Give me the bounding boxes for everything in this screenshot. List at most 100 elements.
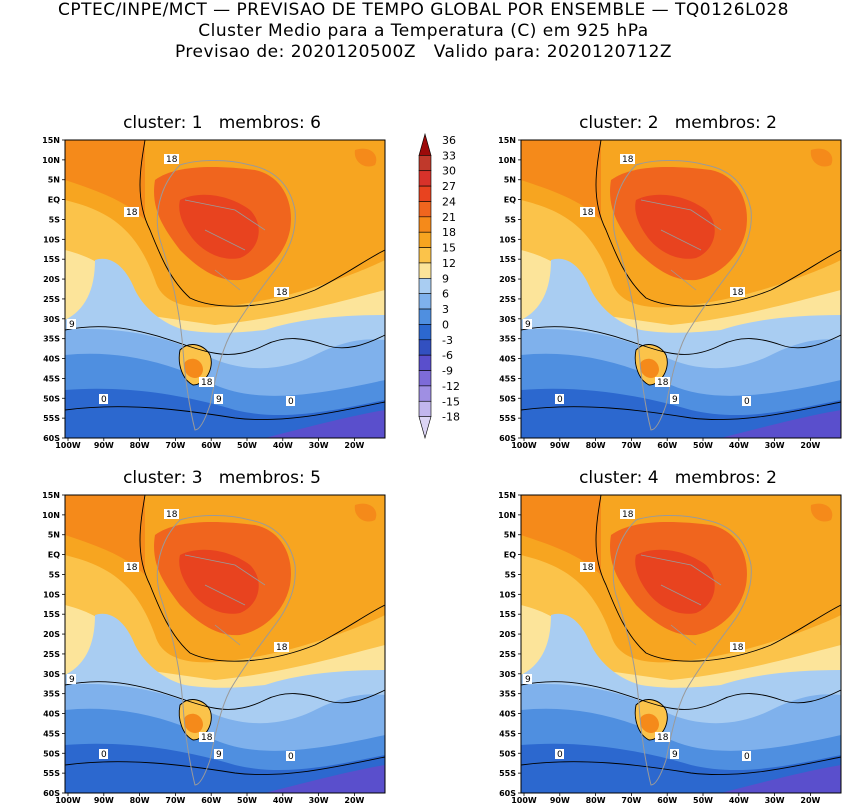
- contour-label: 9: [523, 319, 532, 330]
- lat-tick-label: 60S: [499, 434, 516, 443]
- colorbar-tick-label: 24: [442, 195, 456, 208]
- lat-tick-label: 15S: [43, 610, 60, 619]
- colorbar-tick-label: -12: [442, 380, 460, 393]
- lon-tick-label: 40W: [273, 796, 293, 803]
- coastline: [612, 159, 752, 431]
- colorbar-swatch: [418, 231, 432, 248]
- contour-18: [139, 495, 385, 662]
- panel-title-3: cluster: 3 membros: 5: [123, 468, 321, 488]
- contour-label: 9: [67, 674, 76, 685]
- lat-tick-label: 40S: [499, 355, 516, 364]
- svg-text:18: 18: [622, 155, 634, 165]
- contour-label: 0: [286, 751, 295, 762]
- lat-tick-label: 5S: [49, 215, 61, 224]
- colorbar-swatch: [418, 370, 432, 387]
- lat-tick-label: 25S: [43, 295, 60, 304]
- lon-tick-label: 20W: [800, 441, 820, 450]
- contour-label: 9: [67, 319, 76, 330]
- svg-text:18: 18: [276, 288, 288, 298]
- lon-tick-label: 80W: [586, 441, 606, 450]
- country-borders: [640, 554, 722, 646]
- lat-tick-label: 45S: [43, 729, 60, 738]
- svg-text:18: 18: [201, 378, 213, 388]
- lat-tick-label: 5N: [48, 531, 60, 540]
- field-band: [810, 503, 833, 522]
- colorbar-tick-label: 33: [442, 149, 456, 162]
- colorbar-tick-label: -9: [442, 365, 453, 378]
- lon-tick-label: 90W: [550, 441, 570, 450]
- contour-label: 9: [214, 749, 223, 760]
- contour-9: [65, 326, 385, 355]
- plot-frame: [520, 139, 842, 439]
- svg-text:18: 18: [276, 643, 288, 653]
- lat-tick-label: 15N: [498, 136, 516, 145]
- lon-tick-label: 50W: [693, 441, 713, 450]
- lat-tick-label: 15S: [499, 610, 516, 619]
- contour-label: 0: [99, 394, 108, 405]
- field-band: [640, 713, 659, 733]
- svg-text:18: 18: [622, 510, 634, 520]
- colorbar-tick-label: 36: [442, 134, 456, 147]
- svg-text:18: 18: [657, 733, 669, 743]
- lat-tick-label: 45S: [499, 374, 516, 383]
- svg-text:18: 18: [582, 563, 594, 573]
- contour-label: 18: [164, 154, 179, 165]
- field-band: [265, 765, 385, 793]
- colorbar-swatch: [418, 247, 432, 264]
- country-borders: [184, 554, 266, 646]
- colorbar-swatch: [418, 293, 432, 310]
- contour-9: [521, 326, 841, 355]
- panel-title-1: cluster: 1 membros: 6: [123, 113, 321, 133]
- lat-tick-label: 55S: [499, 769, 516, 778]
- contour-label: 0: [555, 749, 564, 760]
- contour-label: 18: [199, 377, 214, 388]
- svg-text:9: 9: [672, 750, 678, 760]
- colorbar-tick-label: -6: [442, 349, 453, 362]
- colorbar-swatch: [418, 339, 432, 356]
- svg-text:18: 18: [126, 208, 138, 218]
- colorbar-swatch: [418, 400, 432, 417]
- lat-tick-label: 10S: [499, 235, 516, 244]
- contour-label: 9: [214, 394, 223, 405]
- lat-tick-label: 25S: [499, 650, 516, 659]
- svg-text:18: 18: [166, 155, 178, 165]
- lat-tick-label: 35S: [43, 690, 60, 699]
- contour-label: 9: [670, 394, 679, 405]
- field-band: [265, 410, 385, 438]
- field-band: [521, 388, 841, 438]
- country-borders: [184, 199, 266, 291]
- svg-text:18: 18: [201, 733, 213, 743]
- lat-tick-label: 40S: [43, 710, 60, 719]
- svg-text:9: 9: [672, 395, 678, 405]
- colorbar-swatch: [418, 216, 432, 233]
- lat-tick-label: 50S: [43, 394, 60, 403]
- contour-label: 18: [164, 509, 179, 520]
- svg-text:18: 18: [732, 643, 744, 653]
- contour-label: 18: [580, 562, 595, 573]
- lon-tick-label: 80W: [130, 796, 150, 803]
- lon-tick-label: 30W: [765, 796, 785, 803]
- field-band: [65, 495, 145, 575]
- contour-label: 18: [730, 642, 745, 653]
- lat-tick-label: 50S: [43, 749, 60, 758]
- lon-tick-label: 90W: [94, 796, 114, 803]
- lon-tick-label: 40W: [729, 441, 749, 450]
- lat-tick-label: 5S: [49, 570, 61, 579]
- svg-text:18: 18: [657, 378, 669, 388]
- lat-tick-label: 60S: [499, 789, 516, 798]
- field-band: [521, 495, 601, 575]
- contour-label: 0: [555, 394, 564, 405]
- svg-text:0: 0: [744, 752, 750, 762]
- lat-tick-label: 40S: [499, 710, 516, 719]
- colorbar-swatch: [418, 324, 432, 341]
- svg-text:18: 18: [126, 563, 138, 573]
- lon-tick-label: 60W: [201, 796, 221, 803]
- svg-text:9: 9: [216, 750, 222, 760]
- contour-label: 18: [580, 207, 595, 218]
- lat-tick-label: 30S: [499, 670, 516, 679]
- contour-label: 18: [655, 732, 670, 743]
